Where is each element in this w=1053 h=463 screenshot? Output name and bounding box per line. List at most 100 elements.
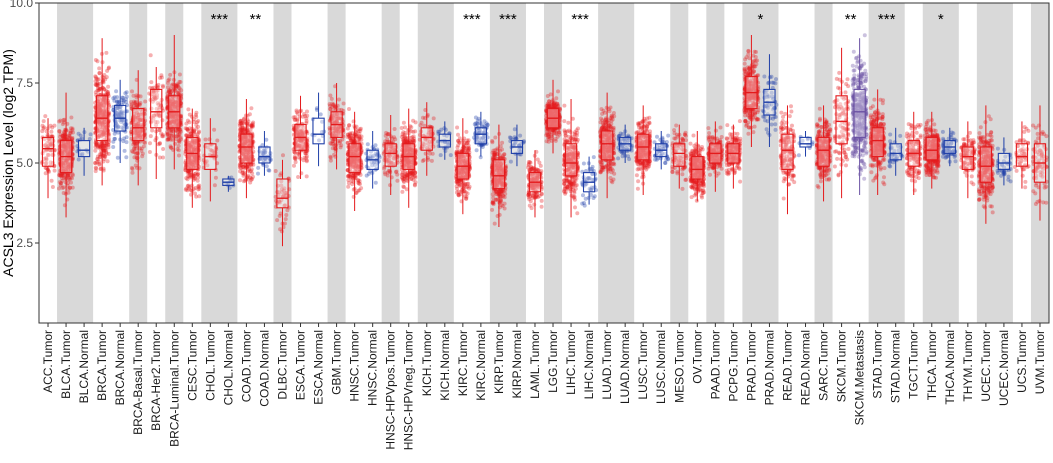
data-point <box>464 129 469 134</box>
data-point <box>341 101 346 106</box>
data-point <box>57 180 62 185</box>
data-point <box>574 183 579 188</box>
data-point <box>337 97 341 102</box>
data-point <box>67 151 72 156</box>
data-point <box>64 142 69 147</box>
data-point <box>93 165 98 170</box>
data-point <box>44 166 49 171</box>
data-point <box>66 150 71 155</box>
data-point <box>169 131 174 136</box>
data-point <box>95 80 100 85</box>
data-point <box>456 192 461 197</box>
data-point <box>60 165 65 170</box>
data-point <box>102 120 107 125</box>
data-point <box>57 119 62 124</box>
data-point <box>61 168 66 173</box>
data-point <box>332 104 337 109</box>
data-point <box>57 129 62 134</box>
data-point <box>168 72 173 77</box>
data-point <box>60 152 65 157</box>
data-point <box>490 139 495 143</box>
data-point <box>104 75 109 80</box>
data-point <box>215 138 220 143</box>
data-point <box>96 114 101 119</box>
data-point <box>60 173 65 178</box>
data-point <box>173 141 178 146</box>
data-point <box>69 126 73 131</box>
data-point <box>130 170 135 175</box>
data-point <box>122 148 127 153</box>
data-point <box>48 142 53 147</box>
data-point <box>399 134 404 139</box>
data-point <box>177 72 182 77</box>
data-point <box>102 87 107 92</box>
data-point <box>65 165 70 170</box>
data-point <box>93 90 98 95</box>
data-point <box>98 81 103 86</box>
data-point <box>96 128 101 133</box>
group-band-thca <box>922 3 959 323</box>
data-point <box>103 114 108 119</box>
data-point <box>94 82 98 87</box>
data-point <box>67 152 72 157</box>
data-point <box>400 189 405 194</box>
data-point <box>94 166 99 171</box>
data-point <box>64 166 69 171</box>
group-band-prad <box>742 3 779 323</box>
data-point <box>213 175 218 180</box>
data-point <box>382 166 387 171</box>
data-point <box>41 126 46 131</box>
data-point <box>68 129 73 134</box>
data-point <box>132 140 137 145</box>
data-point <box>62 143 67 148</box>
data-point <box>66 187 71 192</box>
data-point <box>60 122 65 127</box>
data-point <box>249 106 254 111</box>
data-point <box>67 147 72 152</box>
data-point <box>114 89 119 94</box>
data-point <box>176 148 181 153</box>
data-point <box>62 161 67 165</box>
data-point <box>60 151 65 156</box>
data-point <box>106 91 111 96</box>
data-point <box>582 203 587 208</box>
data-point <box>60 186 65 190</box>
data-point <box>112 131 117 136</box>
data-point <box>58 132 63 137</box>
data-point <box>455 125 460 130</box>
data-point <box>69 180 73 185</box>
data-point <box>537 194 542 198</box>
data-point <box>357 137 362 142</box>
data-point <box>66 133 71 138</box>
data-point <box>351 176 356 180</box>
data-point <box>553 137 558 141</box>
data-point <box>97 161 102 166</box>
data-point <box>589 192 593 197</box>
data-point <box>66 177 71 182</box>
data-point <box>196 124 201 129</box>
data-point <box>501 194 506 199</box>
data-point <box>554 96 559 101</box>
data-point <box>102 102 107 107</box>
data-point <box>279 229 284 234</box>
data-point <box>463 149 467 154</box>
group-band-meso <box>670 3 689 323</box>
data-point <box>97 111 102 115</box>
data-point <box>65 144 70 149</box>
data-point <box>102 146 107 151</box>
data-point <box>97 71 102 76</box>
data-point <box>97 106 102 111</box>
data-point <box>550 128 555 132</box>
data-point <box>591 155 596 160</box>
data-point <box>238 119 243 124</box>
data-point <box>104 125 109 130</box>
data-point <box>102 148 107 153</box>
data-point <box>120 95 125 100</box>
data-point <box>70 126 75 131</box>
data-point <box>388 183 393 188</box>
data-point <box>62 132 67 137</box>
data-point <box>526 193 531 198</box>
data-point <box>93 148 98 153</box>
data-point <box>97 66 102 71</box>
data-point <box>490 207 495 212</box>
